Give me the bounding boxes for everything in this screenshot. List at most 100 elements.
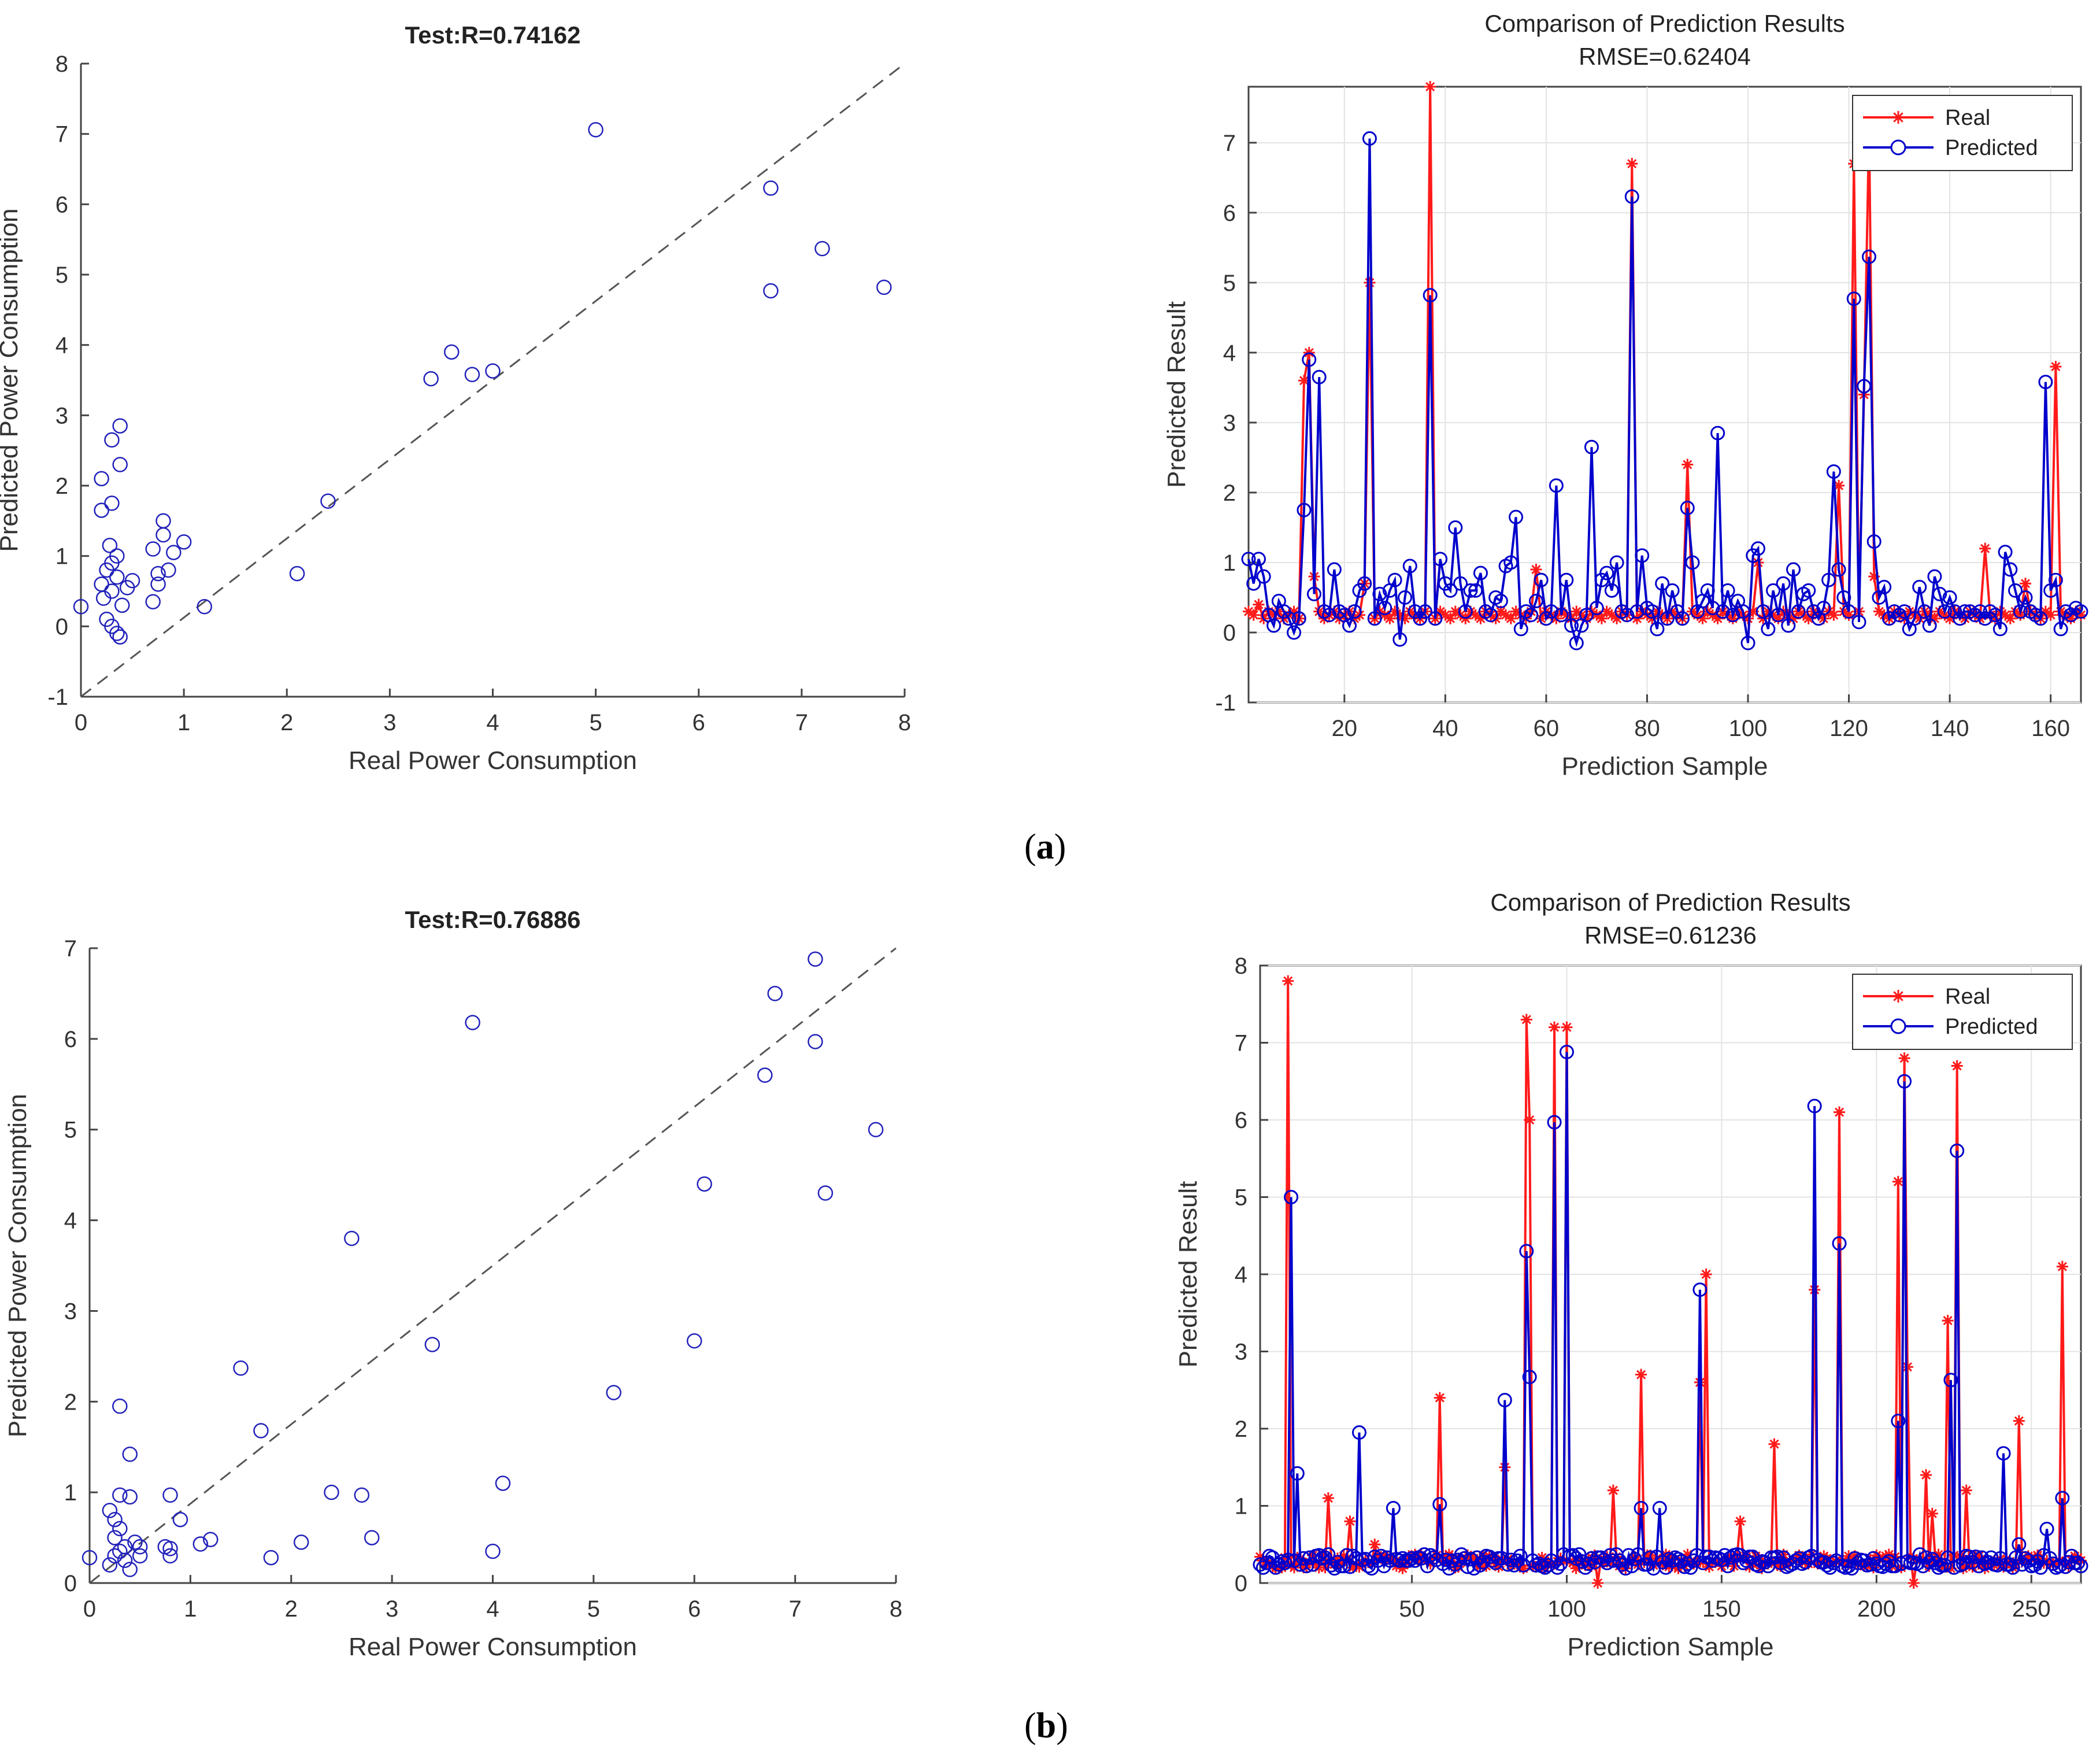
predicted-marker <box>1609 555 1624 570</box>
scatter-point <box>868 1122 884 1137</box>
predicted-marker <box>1857 379 1872 394</box>
predicted-marker <box>1302 352 1317 367</box>
x-tick-label: 5 <box>587 1596 600 1622</box>
real-marker <box>1500 609 1512 621</box>
real-marker <box>1920 1469 1932 1481</box>
predicted-marker <box>1950 1143 1965 1158</box>
scatter-point <box>444 344 460 360</box>
predicted-marker <box>1634 1501 1649 1516</box>
predicted-marker <box>2008 583 2023 598</box>
scatter-point <box>162 1487 178 1503</box>
predicted-marker <box>1927 569 1942 584</box>
predicted-marker <box>1801 583 1816 598</box>
real-marker <box>1517 1562 1529 1574</box>
real-marker <box>1455 1553 1468 1565</box>
x-tick-label: 250 <box>2012 1596 2051 1622</box>
predicted-marker <box>1878 1556 1893 1571</box>
legend-label-real: Real <box>1945 985 1990 1009</box>
real-marker <box>1934 605 1946 617</box>
real-marker <box>1449 605 1461 617</box>
y-tick-label: 2 <box>1235 1417 1247 1442</box>
scatter-point <box>364 1530 380 1545</box>
y-tick-label: 3 <box>1223 411 1236 436</box>
legend-label-predicted: Predicted <box>1945 136 2038 160</box>
x-tick-label: 150 <box>1702 1596 1741 1622</box>
predicted-marker <box>1454 1547 1469 1562</box>
y-tick-label: 4 <box>55 333 68 358</box>
predicted-marker <box>1720 1559 1735 1574</box>
predicted-marker <box>1290 1466 1305 1481</box>
scatter-point <box>94 576 109 592</box>
real-marker <box>1592 1577 1604 1589</box>
scatter-point <box>172 1511 188 1528</box>
scatter-point <box>757 1067 773 1083</box>
x-tick-label: 6 <box>688 1596 701 1622</box>
chart-subtitle: RMSE=0.61236 <box>1584 922 1757 949</box>
y-tick-label: 6 <box>64 1027 77 1052</box>
scatter-point <box>124 573 140 589</box>
predicted-marker <box>1922 618 1937 633</box>
scatter-point <box>162 1541 178 1556</box>
predicted-marker <box>1618 1561 1633 1576</box>
scatter-point <box>485 363 501 379</box>
real-marker <box>1700 1269 1712 1280</box>
real-marker <box>1742 612 1754 624</box>
y-tick-label: -1 <box>47 685 68 710</box>
real-marker <box>2065 612 2077 624</box>
predicted-marker <box>1251 552 1266 567</box>
predicted-marker <box>2013 604 2028 619</box>
real-marker <box>1576 609 1587 621</box>
predicted-marker <box>1513 1548 1528 1563</box>
x-tick-label: 1 <box>184 1596 197 1622</box>
real-marker <box>1369 1539 1381 1551</box>
predicted-marker <box>1549 478 1564 493</box>
predicted-marker <box>1761 622 1776 637</box>
real-marker <box>1243 605 1254 617</box>
predicted-marker <box>1351 1425 1366 1440</box>
real-marker <box>1535 612 1547 624</box>
predicted-marker <box>1735 604 1750 619</box>
predicted-marker <box>1842 604 1857 619</box>
real-marker <box>1903 605 1916 617</box>
real-marker <box>1873 605 1885 617</box>
x-tick-label: 0 <box>75 710 87 735</box>
predicted-marker <box>2005 1560 2020 1575</box>
y-axis-title: Predicted Power Consumption <box>3 1094 32 1437</box>
x-axis-title: Real Power Consumption <box>349 746 637 775</box>
predicted-marker <box>1277 1555 1292 1570</box>
real-marker <box>1682 458 1694 471</box>
predicted-marker <box>1912 579 1927 594</box>
predicted-marker <box>1937 604 1952 619</box>
real-marker <box>2019 1555 2031 1567</box>
y-tick-label: 8 <box>1235 953 1247 979</box>
scatter-point <box>763 180 779 196</box>
scatter-point <box>112 1487 128 1503</box>
real-marker <box>1635 1369 1647 1381</box>
predicted-marker <box>1463 583 1478 598</box>
real-marker <box>1913 612 1925 624</box>
predicted-marker <box>1680 501 1695 516</box>
predicted-marker <box>1624 189 1639 204</box>
predicted-marker <box>1942 590 1957 605</box>
real-marker <box>1944 612 1956 624</box>
y-tick-label: 2 <box>1223 480 1236 506</box>
scatter-point <box>114 597 130 613</box>
predicted-marker <box>1917 604 1932 619</box>
real-marker <box>1253 598 1265 611</box>
real-marker <box>1282 975 1294 987</box>
scatter-point <box>155 527 171 543</box>
predicted-marker <box>1280 1552 1295 1567</box>
predicted-marker <box>1825 1555 1840 1570</box>
x-tick-label: 100 <box>1547 1596 1586 1622</box>
predicted-marker <box>1996 1446 2011 1461</box>
predicted-marker <box>1705 601 1720 616</box>
y-tick-label: 6 <box>55 192 68 217</box>
real-marker <box>1942 1315 1954 1327</box>
predicted-marker <box>1528 594 1543 609</box>
predicted-marker <box>1836 590 1851 605</box>
real-marker <box>1434 1392 1446 1404</box>
real-marker <box>2045 609 2057 621</box>
real-marker <box>1279 1551 1291 1563</box>
predicted-marker <box>1715 604 1730 619</box>
real-marker <box>1399 612 1411 624</box>
